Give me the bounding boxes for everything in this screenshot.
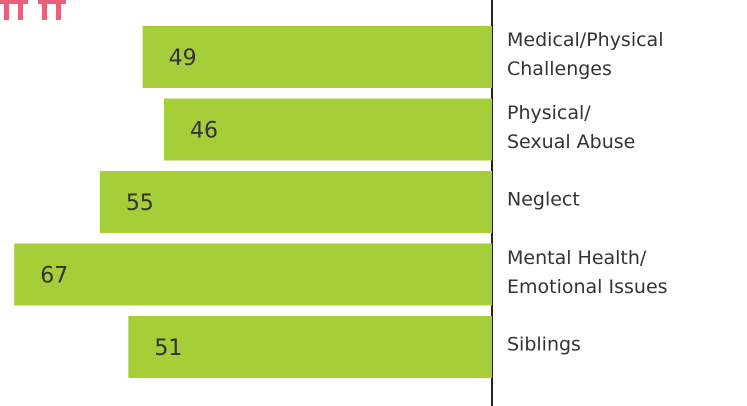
value-label: 67 [40, 264, 68, 289]
category-label: Neglect [507, 188, 580, 211]
bar [128, 316, 492, 378]
value-label: 46 [190, 119, 218, 144]
category-label: Physical/ Sexual Abuse [507, 101, 636, 153]
value-label: 49 [169, 46, 197, 71]
value-label: 55 [126, 191, 154, 216]
bar [142, 26, 492, 88]
category-label: Siblings [507, 333, 581, 356]
bar [14, 243, 493, 306]
category-label: Mental Health/ Emotional Issues [507, 246, 668, 298]
category-label: Medical/Physical Challenges [507, 29, 664, 80]
bar [99, 171, 493, 233]
bar [164, 98, 492, 161]
icon [0, 0, 66, 20]
value-label: 51 [154, 336, 182, 361]
